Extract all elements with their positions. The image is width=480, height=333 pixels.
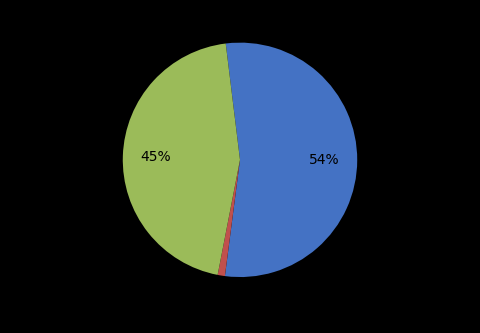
Text: 45%: 45% [140,150,171,164]
Wedge shape [123,44,240,275]
Wedge shape [217,160,240,276]
Wedge shape [225,43,357,277]
Text: 54%: 54% [309,153,340,167]
